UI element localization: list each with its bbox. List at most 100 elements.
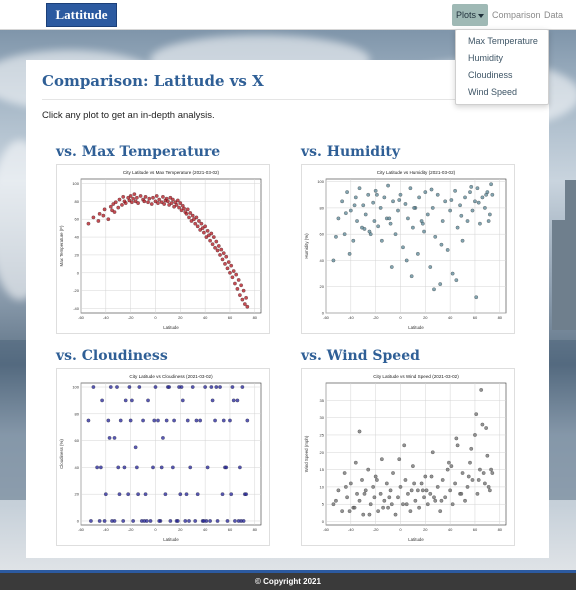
- wind-point: [397, 457, 402, 462]
- wind-point: [340, 509, 344, 513]
- wind-point: [336, 488, 341, 493]
- wind-point: [386, 505, 390, 510]
- nav-data[interactable]: Data: [544, 10, 564, 20]
- temp-point: [230, 275, 235, 280]
- cloud-point: [133, 445, 138, 450]
- wind-point: [360, 478, 364, 482]
- humidity-point: [490, 192, 495, 197]
- humidity-ytick-label: 0: [322, 311, 325, 316]
- humidity-point: [412, 206, 416, 210]
- plot-max-temperature[interactable]: City Latitude vs Max Temperature (2021-0…: [56, 164, 270, 334]
- cloud-point: [214, 385, 219, 389]
- humidity-point: [404, 258, 409, 263]
- temp-xtick-label: -40: [103, 315, 110, 320]
- temp-point: [176, 198, 180, 203]
- humidity-point: [349, 208, 353, 213]
- cloud-point: [203, 385, 207, 389]
- cloud-point: [163, 492, 168, 497]
- temp-point: [215, 248, 220, 253]
- plot-cloudiness[interactable]: City Latitude vs Cloudiness (2021-03-02)…: [56, 368, 270, 546]
- wind-point: [363, 488, 368, 493]
- temp-ytick-label: 0: [77, 270, 80, 275]
- humidity-point: [372, 219, 377, 223]
- wind-point: [432, 495, 436, 500]
- humidity-point: [440, 219, 445, 223]
- temp-point: [177, 205, 181, 210]
- humidity-point: [345, 190, 349, 194]
- wind-point: [440, 478, 445, 482]
- wind-point: [391, 471, 395, 475]
- humidity-point: [361, 203, 366, 208]
- temp-point: [210, 242, 215, 247]
- temp-point: [184, 212, 189, 216]
- temp-point: [218, 253, 222, 257]
- humidity-point: [473, 199, 477, 204]
- wind-point: [455, 443, 460, 448]
- cloud-point: [144, 519, 149, 523]
- dropdown-item-cloudiness[interactable]: Cloudiness: [468, 70, 513, 80]
- dropdown-item-humidity[interactable]: Humidity: [468, 53, 504, 63]
- chart-cloudiness: City Latitude vs Cloudiness (2021-03-02)…: [59, 374, 262, 542]
- cloud-point: [188, 465, 193, 470]
- humidity-point: [465, 219, 470, 223]
- cloud-point: [89, 519, 93, 523]
- wind-point: [483, 481, 487, 486]
- wind-point: [429, 474, 434, 479]
- humidity-point: [458, 203, 462, 208]
- wind-point: [413, 498, 418, 503]
- cloud-point: [104, 492, 108, 497]
- humidity-point: [336, 216, 341, 221]
- wind-point: [382, 498, 387, 503]
- humidity-point: [429, 187, 434, 192]
- cloud-point: [171, 465, 175, 470]
- wind-point: [412, 481, 416, 486]
- wind-point: [459, 492, 464, 496]
- temp-point: [161, 195, 165, 199]
- humidity-point: [417, 195, 421, 200]
- humidity-point: [411, 225, 415, 230]
- heading-humidity: vs. Humidity: [301, 144, 401, 160]
- wind-ytick-label: 0: [322, 519, 325, 524]
- humidity-ytick-label: 40: [320, 258, 325, 263]
- dropdown-item-max-temperature[interactable]: Max Temperature: [468, 36, 538, 46]
- temp-ytick-label: 20: [75, 252, 80, 257]
- temp-point: [121, 195, 126, 199]
- wind-point: [353, 460, 358, 465]
- humidity-point: [453, 188, 457, 193]
- humidity-point: [397, 198, 402, 202]
- temp-point: [187, 215, 191, 220]
- cloud-point: [95, 465, 99, 470]
- dropdown-item-wind-speed[interactable]: Wind Speed: [468, 87, 518, 97]
- brand-logo[interactable]: Lattitude: [46, 3, 117, 27]
- cloud-xtick-label: 80: [253, 527, 258, 532]
- wind-point: [435, 485, 440, 489]
- cloud-point: [91, 385, 96, 389]
- wind-point: [411, 464, 415, 468]
- temp-point: [86, 221, 91, 226]
- plots-dropdown-toggle[interactable]: Plots: [452, 4, 488, 26]
- wind-point: [448, 488, 452, 493]
- temp-xtick-label: -20: [128, 315, 135, 320]
- humidity-point: [454, 278, 459, 282]
- humidity-point: [449, 198, 454, 202]
- temp-point: [167, 203, 171, 207]
- humidity-point: [373, 188, 378, 193]
- humidity-point: [478, 221, 482, 226]
- temp-point: [182, 206, 186, 211]
- wind-point: [489, 467, 493, 472]
- cloud-point: [180, 398, 185, 403]
- cloud-point: [86, 418, 91, 423]
- temp-point: [209, 231, 214, 236]
- humidity-point: [459, 213, 464, 218]
- cloud-point: [168, 519, 173, 523]
- temp-point: [202, 230, 206, 235]
- humidity-point: [357, 186, 362, 191]
- nav-comparison[interactable]: Comparison: [492, 10, 541, 20]
- wind-point: [349, 481, 353, 486]
- temp-point: [194, 215, 199, 220]
- plot-humidity[interactable]: City Latitude vs Humidity (2021-03-02) -6…: [301, 164, 515, 334]
- plot-wind-speed[interactable]: City Latitude vs Wind Speed (2021-03-02)…: [301, 368, 515, 546]
- humidity-point: [416, 252, 420, 256]
- chart-wind-speed: City Latitude vs Wind Speed (2021-03-02)…: [304, 374, 507, 542]
- temp-ytick-label: 80: [75, 199, 80, 204]
